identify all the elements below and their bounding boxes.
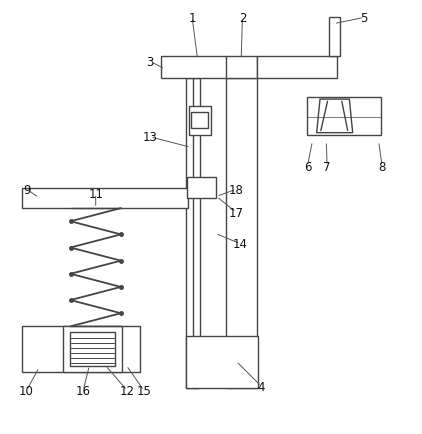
- Bar: [189, 107, 211, 135]
- Text: 5: 5: [360, 12, 368, 25]
- Bar: [187, 177, 216, 198]
- Bar: [307, 98, 381, 135]
- Text: 3: 3: [146, 56, 154, 69]
- Text: 14: 14: [233, 238, 248, 251]
- Bar: [329, 17, 340, 57]
- Text: 10: 10: [19, 384, 34, 397]
- Text: 6: 6: [304, 160, 311, 173]
- Text: 8: 8: [379, 160, 386, 173]
- Text: 16: 16: [76, 384, 91, 397]
- Text: 4: 4: [257, 380, 265, 393]
- Bar: [63, 326, 122, 372]
- Bar: [22, 326, 140, 372]
- Text: 7: 7: [323, 160, 331, 173]
- Text: 1: 1: [188, 12, 196, 25]
- Bar: [191, 112, 208, 129]
- Text: 15: 15: [136, 384, 151, 397]
- Text: 2: 2: [239, 12, 246, 25]
- Bar: [226, 79, 257, 388]
- Text: 11: 11: [88, 187, 103, 201]
- Bar: [186, 79, 196, 388]
- Text: 13: 13: [143, 131, 158, 144]
- Text: 9: 9: [23, 183, 30, 196]
- Bar: [161, 57, 257, 79]
- Bar: [257, 57, 337, 79]
- Text: 12: 12: [120, 384, 135, 397]
- Bar: [186, 336, 258, 388]
- Text: 18: 18: [229, 183, 243, 196]
- Bar: [22, 188, 188, 209]
- Bar: [70, 332, 115, 366]
- Polygon shape: [316, 100, 353, 133]
- Text: 17: 17: [229, 206, 243, 219]
- Bar: [192, 79, 200, 388]
